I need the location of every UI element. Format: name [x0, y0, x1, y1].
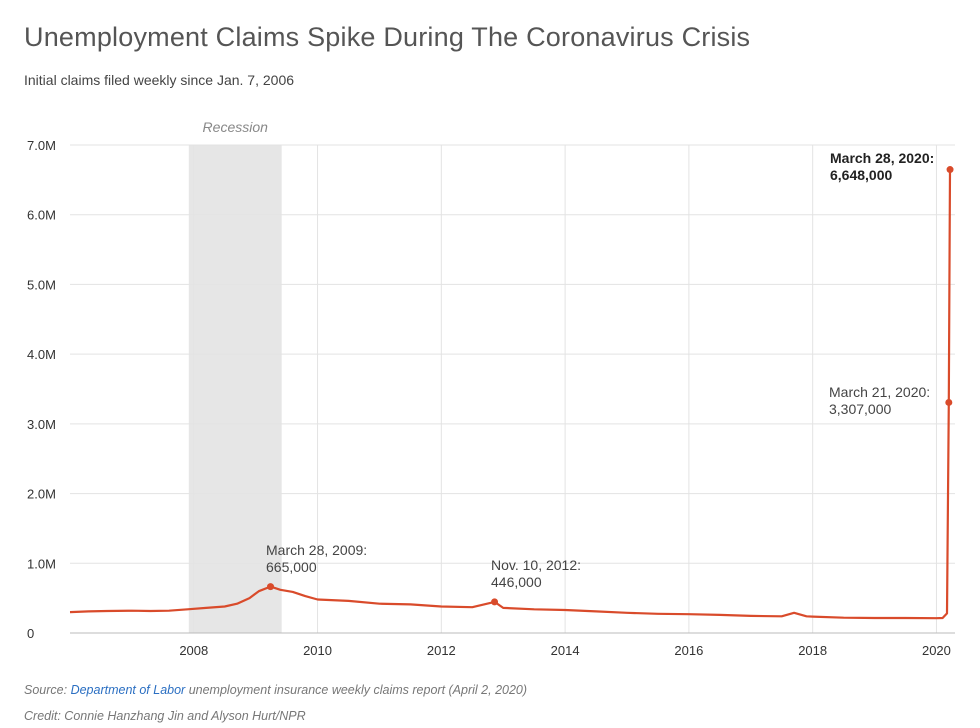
chart-title: Unemployment Claims Spike During The Cor… [24, 22, 751, 52]
recession-band [188, 145, 282, 633]
annotation-value: 446,000 [491, 574, 542, 590]
y-tick-label: 0 [27, 626, 34, 641]
y-tick-label: 1.0M [27, 556, 56, 571]
y-tick-label: 4.0M [27, 347, 56, 362]
x-tick-label: 2014 [551, 643, 580, 658]
source-note: Source: Department of Labor unemployment… [24, 683, 527, 697]
y-tick-label: 3.0M [27, 417, 56, 432]
annotation-point [945, 398, 953, 406]
annotation-value: 6,648,000 [830, 167, 892, 183]
y-tick-label: 5.0M [27, 277, 56, 292]
source-prefix: Source: [24, 683, 71, 697]
annotation-point [491, 598, 499, 606]
y-tick-label: 6.0M [27, 208, 56, 223]
recession-label: Recession [203, 119, 269, 135]
chart-subtitle: Initial claims filed weekly since Jan. 7… [24, 72, 295, 88]
y-tick-label: 2.0M [27, 487, 56, 502]
annotation-value: 665,000 [266, 559, 317, 575]
x-tick-label: 2020 [922, 643, 951, 658]
annotation-date: March 28, 2009: [266, 542, 367, 558]
x-tick-label: 2010 [303, 643, 332, 658]
source-link[interactable]: Department of Labor [70, 683, 186, 697]
x-tick-label: 2008 [179, 643, 208, 658]
annotation-point [946, 166, 954, 174]
annotation-date: March 21, 2020: [829, 384, 930, 400]
annotation-value: 3,307,000 [829, 401, 891, 417]
x-tick-label: 2016 [674, 643, 703, 658]
annotation-date: March 28, 2020: [830, 150, 934, 166]
line-chart: Recession 0 1.0M 2.0M 3.0M 4.0M 5.0M 6.0M 7.0M 20… [27, 119, 955, 658]
x-tick-label: 2012 [427, 643, 456, 658]
credit-note: Credit: Connie Hanzhang Jin and Alyson H… [24, 709, 306, 723]
y-tick-label: 7.0M [27, 138, 56, 153]
annotation-date: Nov. 10, 2012: [491, 557, 581, 573]
source-suffix: unemployment insurance weekly claims rep… [185, 683, 528, 697]
x-tick-label: 2018 [798, 643, 827, 658]
annotation-point [267, 583, 275, 591]
